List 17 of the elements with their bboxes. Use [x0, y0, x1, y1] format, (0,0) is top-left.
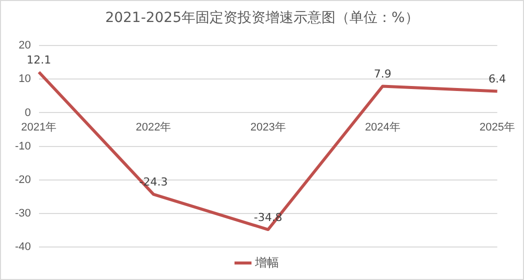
y-tick-label: -40 [14, 241, 31, 254]
x-tick-label: 2023年 [250, 121, 286, 134]
x-tick-label: 2024年 [364, 121, 400, 134]
x-tick-label: 2021年 [21, 121, 57, 134]
y-tick-label: -10 [14, 140, 31, 152]
legend-label: 增幅 [254, 255, 279, 270]
data-label: 7.9 [374, 68, 392, 81]
y-tick-label: 20 [18, 40, 31, 52]
data-label: 12.1 [26, 53, 52, 66]
x-tick-label: 2022年 [136, 121, 172, 134]
x-tick-label: 2025年 [480, 121, 516, 134]
y-tick-label: -20 [14, 174, 31, 186]
y-tick-label: 10 [18, 73, 31, 86]
chart-title: 2021-2025年固定资投资增速示意图（单位：%） [104, 9, 420, 27]
data-label: 6.4 [488, 72, 506, 86]
y-tick-label: -30 [14, 207, 31, 220]
y-tick-label: 0 [24, 106, 31, 119]
